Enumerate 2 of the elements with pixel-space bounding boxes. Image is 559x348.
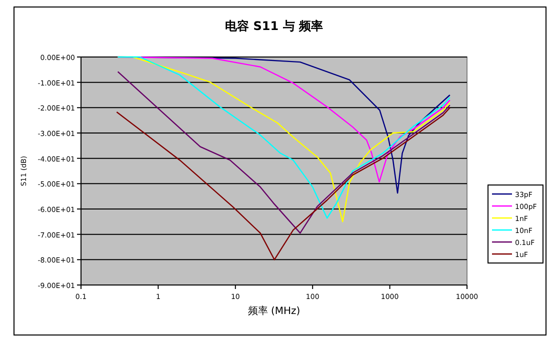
x-axis-title: 频率 (MHz) xyxy=(248,305,300,317)
chart-title: 电容 S11 与 频率 xyxy=(225,19,323,33)
